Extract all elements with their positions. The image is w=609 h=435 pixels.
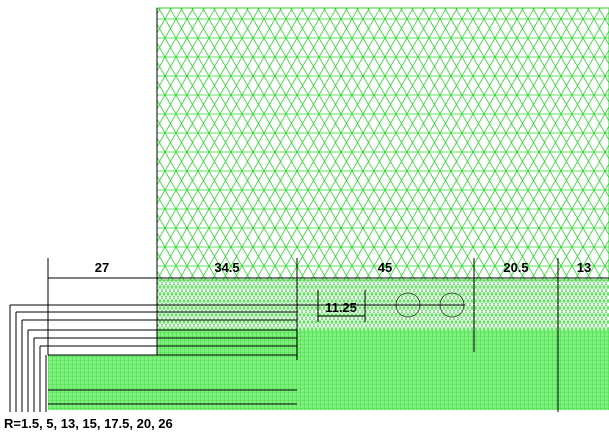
radii-label: R=1.5, 5, 13, 15, 17.5, 20, 26 — [4, 416, 173, 431]
mesh-diagram: 27 34.5 45 20.5 13 11.25 R=1.5, 5, 13, 1… — [0, 0, 609, 435]
dimension-label: 13 — [577, 260, 591, 275]
dimension-label: 45 — [378, 260, 392, 275]
dimension-label: 20.5 — [503, 260, 528, 275]
dimension-label: 11.25 — [325, 300, 357, 315]
dimension-label: 27 — [95, 260, 109, 275]
mesh — [48, 8, 609, 410]
dimension-label: 34.5 — [214, 260, 239, 275]
